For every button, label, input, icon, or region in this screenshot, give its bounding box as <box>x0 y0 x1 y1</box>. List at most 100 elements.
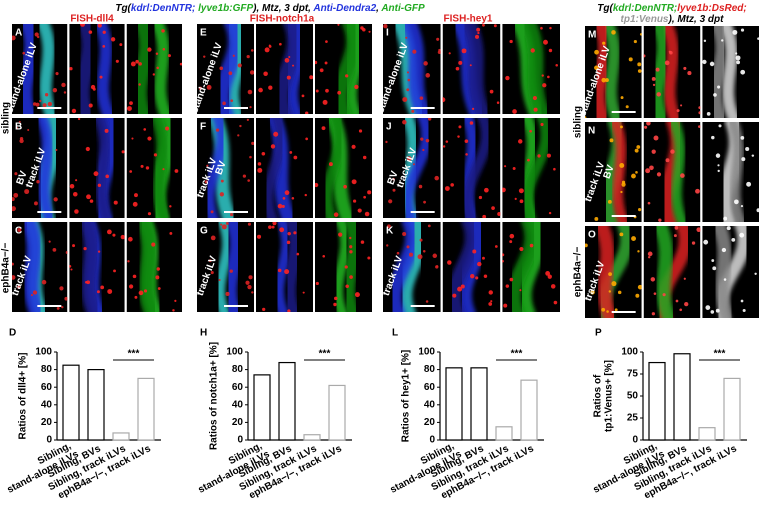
spot <box>496 101 500 104</box>
spot <box>512 167 516 170</box>
spot <box>532 96 537 101</box>
spot <box>53 197 58 202</box>
spot <box>683 277 686 280</box>
spot <box>442 97 446 103</box>
spot <box>620 125 623 129</box>
spot <box>590 289 595 295</box>
spot <box>505 284 510 288</box>
spot <box>620 96 624 100</box>
bar <box>723 377 741 441</box>
spot <box>169 231 173 235</box>
spot <box>611 281 617 287</box>
spot <box>739 232 745 238</box>
spot <box>637 284 642 290</box>
significance: *** <box>128 349 140 360</box>
spot <box>402 231 407 236</box>
spot <box>721 39 724 42</box>
spot <box>130 61 136 67</box>
spot <box>550 284 556 289</box>
panel-letter: A <box>15 28 22 39</box>
spot <box>706 112 711 116</box>
spot <box>502 187 506 193</box>
spot <box>152 73 155 76</box>
spot <box>179 62 182 66</box>
spot <box>220 223 223 226</box>
spot <box>12 206 16 212</box>
header-part: , <box>375 3 381 14</box>
vessel <box>400 24 432 114</box>
spot <box>247 284 252 290</box>
spot <box>735 55 741 61</box>
micrograph <box>69 222 125 312</box>
vessel <box>222 222 245 312</box>
spot <box>445 140 449 143</box>
spot <box>437 50 441 55</box>
spot <box>493 24 497 28</box>
spot <box>512 109 517 114</box>
vessel <box>35 118 56 218</box>
spot <box>153 153 158 157</box>
spot <box>519 289 522 292</box>
spot <box>715 308 720 313</box>
spot <box>387 224 391 229</box>
vessel <box>273 24 303 114</box>
spot <box>86 280 91 285</box>
spot <box>126 106 132 111</box>
spot <box>452 293 457 298</box>
spot <box>427 118 432 121</box>
spot <box>402 120 407 125</box>
y-tick-label: 20 <box>232 417 244 428</box>
spot <box>676 109 680 113</box>
spot <box>284 190 290 196</box>
y-axis-label: tp1:Venus+ [%] <box>604 360 615 432</box>
vessel <box>73 24 98 114</box>
spot <box>357 208 362 213</box>
spot <box>59 286 64 291</box>
spot <box>540 122 544 127</box>
spot <box>147 212 152 216</box>
spot <box>754 272 757 275</box>
spot <box>477 261 482 267</box>
spot <box>15 126 18 130</box>
spot <box>651 77 656 81</box>
spot <box>698 125 701 128</box>
micrograph <box>383 24 441 114</box>
spot <box>651 312 656 316</box>
spot <box>282 196 286 200</box>
spot <box>402 97 408 103</box>
micrograph <box>643 26 701 118</box>
row-label: sibling <box>1 102 12 134</box>
spot <box>44 93 49 97</box>
spot <box>362 27 366 32</box>
micrograph <box>442 222 501 312</box>
spot <box>427 224 431 228</box>
spot <box>104 128 109 133</box>
spot <box>345 284 349 288</box>
spot <box>273 131 279 137</box>
vessel <box>20 222 45 312</box>
spot <box>636 145 641 149</box>
spot <box>736 60 741 65</box>
spot <box>386 244 389 247</box>
y-tick-label: 80 <box>232 364 244 375</box>
spot <box>644 125 648 129</box>
spot <box>406 71 410 74</box>
spot <box>476 27 481 32</box>
vessel <box>273 222 292 312</box>
spot <box>639 33 642 36</box>
micrograph <box>12 118 68 218</box>
spot <box>717 169 720 173</box>
spot <box>97 24 102 28</box>
significance: *** <box>511 349 523 360</box>
micrograph <box>256 118 313 218</box>
spot <box>56 306 60 310</box>
spot <box>656 172 662 177</box>
spot <box>165 126 170 131</box>
spot <box>113 269 116 273</box>
spot <box>385 140 388 144</box>
header-part: kdrl:DenNTR; <box>613 3 677 14</box>
spot <box>549 26 552 30</box>
spot <box>203 55 206 58</box>
spot <box>102 44 106 48</box>
bar <box>673 353 691 441</box>
